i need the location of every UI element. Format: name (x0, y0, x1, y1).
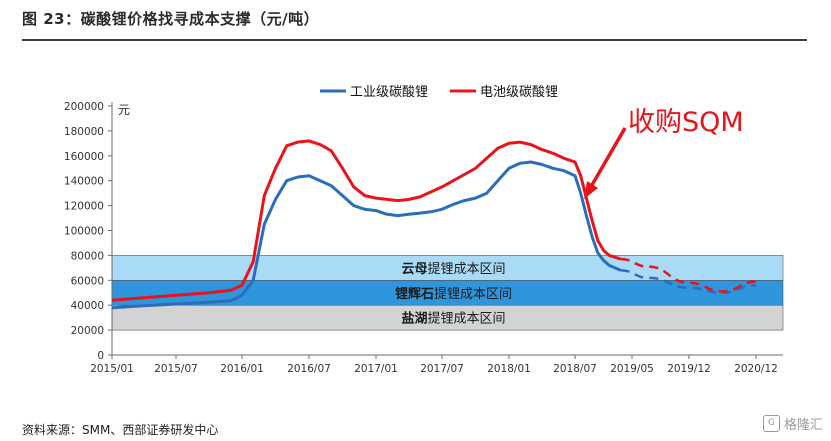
watermark-text: 格隆汇 (783, 418, 823, 433)
series-line-0 (111, 160, 622, 310)
x-tick-label: 2018/07 (553, 363, 597, 375)
cost-band-label-1: 锂辉石提锂成本区间 (395, 286, 512, 302)
watermark-logo-icon: G (762, 415, 780, 432)
chart-axes: 0 20000 40000 60000 80000 100000 120000 140000 1… (64, 101, 783, 375)
source-note: 资料来源：SMM、西部证券研发中心 (22, 423, 219, 437)
x-tick-label: 2020/12 (734, 363, 778, 375)
y-tick-label: 60000 (71, 275, 104, 287)
watermark: G 格隆汇 (762, 414, 823, 433)
y-tick-label: 120000 (64, 201, 104, 213)
y-tick-label: 200000 (64, 101, 104, 113)
series-line-1 (111, 139, 622, 302)
series-forecast-0 (620, 269, 757, 295)
legend-label-1: 电池级碳酸锂 (480, 85, 558, 100)
x-tick-label: 2018/01 (487, 363, 531, 375)
chart-legend: 工业级碳酸锂 电池级碳酸锂 (320, 85, 558, 100)
y-tick-label: 0 (97, 350, 104, 362)
cost-band-label-0: 盐湖提锂成本区间 (401, 311, 505, 327)
page-title: 图 23：碳酸锂价格找寻成本支撑（元/吨） (22, 10, 320, 28)
y-tick-label: 180000 (64, 126, 104, 138)
title-divider (22, 39, 807, 41)
x-tick-label: 2017/07 (420, 363, 464, 375)
y-tick-label: 80000 (71, 250, 104, 262)
legend-label-0: 工业级碳酸锂 (350, 85, 428, 100)
y-tick-label: 20000 (71, 325, 104, 337)
x-tick-label: 2017/01 (354, 363, 398, 375)
y-unit-label: 元 (118, 103, 130, 117)
series-forecast-1 (620, 257, 757, 293)
x-tick-label: 2015/07 (154, 363, 198, 375)
annotation-arrow-head (584, 181, 598, 199)
y-tick-label: 100000 (64, 226, 104, 238)
chart-series (111, 139, 757, 310)
cost-band-label-2: 云母提锂成本区间 (401, 261, 505, 277)
x-tick-label: 2015/01 (90, 363, 134, 375)
annotation-text: 收购SQM (628, 107, 744, 138)
x-tick-label: 2016/07 (287, 363, 331, 375)
y-tick-label: 140000 (64, 176, 104, 188)
x-tick-label: 2019/12 (667, 363, 711, 375)
cost-band-2 (111, 255, 784, 281)
annotation-arrow-shaft (590, 127, 627, 186)
chart-annotation: 收购SQM (584, 107, 744, 199)
y-tick-label: 160000 (64, 151, 104, 163)
y-tick-label: 40000 (71, 300, 104, 312)
x-tick-label: 2016/01 (220, 363, 264, 375)
x-tick-label: 2019/05 (610, 363, 654, 375)
